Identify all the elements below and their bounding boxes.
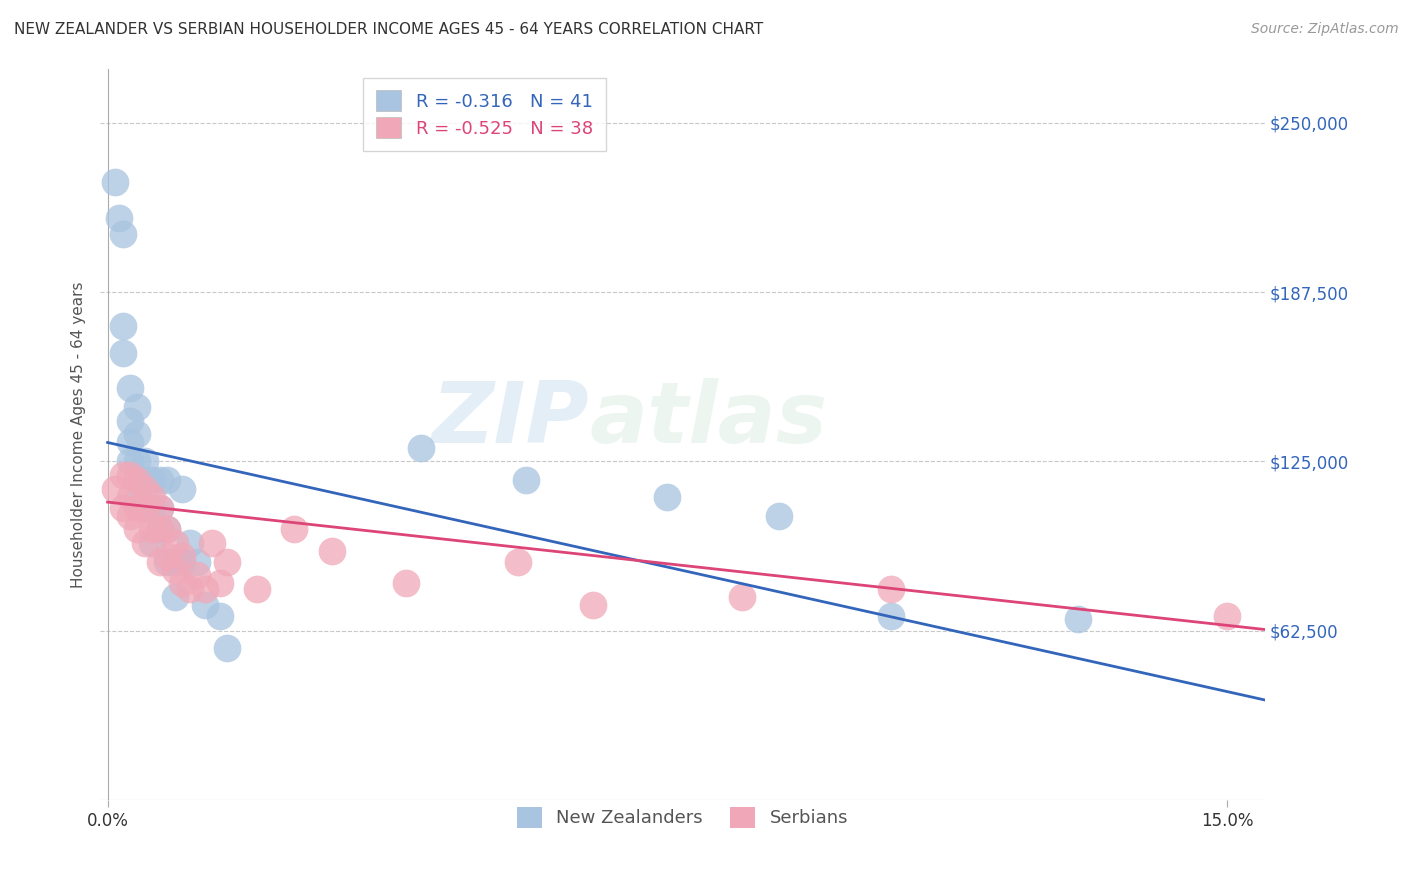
Point	[104, 175, 127, 189]
Point	[149, 522, 172, 536]
Point	[163, 563, 186, 577]
Point	[134, 500, 156, 515]
Point	[149, 474, 172, 488]
Point	[657, 490, 679, 504]
Point	[246, 582, 269, 596]
Point	[149, 522, 172, 536]
Point	[134, 535, 156, 549]
Point	[141, 490, 163, 504]
Point	[111, 227, 134, 241]
Point	[731, 590, 754, 604]
Point	[508, 555, 530, 569]
Point	[156, 474, 179, 488]
Point	[395, 576, 418, 591]
Point	[127, 427, 149, 442]
Point	[179, 535, 201, 549]
Point	[149, 500, 172, 515]
Point	[194, 598, 217, 612]
Point	[880, 609, 903, 624]
Point	[127, 401, 149, 415]
Point	[104, 482, 127, 496]
Point	[208, 609, 231, 624]
Point	[768, 508, 790, 523]
Point	[194, 582, 217, 596]
Point	[134, 482, 156, 496]
Point	[127, 500, 149, 515]
Point	[134, 500, 156, 515]
Point	[127, 495, 149, 509]
Point	[156, 522, 179, 536]
Point	[515, 474, 537, 488]
Point	[156, 549, 179, 564]
Point	[163, 535, 186, 549]
Point	[156, 555, 179, 569]
Point	[1067, 612, 1090, 626]
Point	[134, 474, 156, 488]
Point	[172, 549, 194, 564]
Point	[127, 522, 149, 536]
Point	[172, 555, 194, 569]
Point	[172, 576, 194, 591]
Point	[111, 346, 134, 360]
Point	[127, 474, 149, 488]
Point	[321, 544, 343, 558]
Point	[149, 500, 172, 515]
Point	[141, 522, 163, 536]
Point	[163, 590, 186, 604]
Point	[111, 318, 134, 333]
Point	[283, 522, 305, 536]
Point	[107, 211, 129, 225]
Point	[880, 582, 903, 596]
Point	[118, 468, 141, 483]
Point	[118, 490, 141, 504]
Point	[582, 598, 605, 612]
Point	[111, 500, 134, 515]
Text: ZIP: ZIP	[432, 378, 589, 461]
Point	[118, 435, 141, 450]
Point	[172, 482, 194, 496]
Point	[163, 555, 186, 569]
Point	[156, 522, 179, 536]
Point	[118, 381, 141, 395]
Text: NEW ZEALANDER VS SERBIAN HOUSEHOLDER INCOME AGES 45 - 64 YEARS CORRELATION CHART: NEW ZEALANDER VS SERBIAN HOUSEHOLDER INC…	[14, 22, 763, 37]
Point	[186, 568, 208, 582]
Legend: New Zealanders, Serbians: New Zealanders, Serbians	[509, 800, 855, 835]
Point	[111, 468, 134, 483]
Point	[208, 576, 231, 591]
Point	[149, 555, 172, 569]
Point	[215, 555, 238, 569]
Point	[127, 474, 149, 488]
Text: Source: ZipAtlas.com: Source: ZipAtlas.com	[1251, 22, 1399, 37]
Point	[201, 535, 224, 549]
Y-axis label: Householder Income Ages 45 - 64 years: Householder Income Ages 45 - 64 years	[72, 281, 86, 588]
Point	[179, 582, 201, 596]
Point	[134, 454, 156, 468]
Point	[1216, 609, 1239, 624]
Point	[141, 500, 163, 515]
Point	[411, 441, 433, 455]
Point	[127, 454, 149, 468]
Text: atlas: atlas	[589, 378, 827, 461]
Point	[141, 535, 163, 549]
Point	[186, 555, 208, 569]
Point	[118, 508, 141, 523]
Point	[118, 414, 141, 428]
Point	[215, 641, 238, 656]
Point	[118, 454, 141, 468]
Point	[141, 474, 163, 488]
